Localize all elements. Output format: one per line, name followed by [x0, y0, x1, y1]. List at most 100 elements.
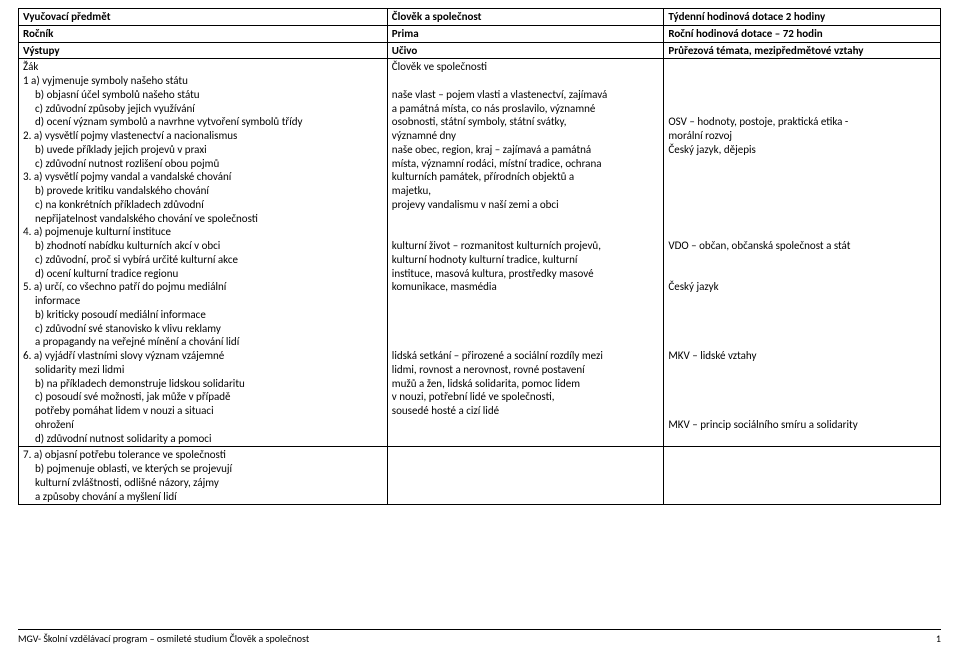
hdr-outcomes: Výstupy — [19, 42, 388, 59]
hdr-cross: Průřezová témata, mezipředmětové vztahy — [664, 42, 941, 59]
text-line: c) zdůvodní způsoby jejich využívání — [23, 102, 383, 116]
hdr-yearly: Roční hodinová dotace – 72 hodin — [664, 25, 941, 42]
text-line: c) posoudí své možnosti, jak může v příp… — [23, 390, 383, 404]
content-cell-2 — [387, 447, 664, 505]
hdr-weekly: Týdenní hodinová dotace 2 hodiny — [664, 9, 941, 26]
text-line — [392, 308, 660, 322]
text-line — [668, 88, 936, 102]
text-line: v nouzi, potřební lidé ve společnosti, — [392, 390, 660, 404]
text-line: 6. a) vyjádří vlastními slovy význam vzá… — [23, 349, 383, 363]
text-line — [392, 74, 660, 88]
text-line: a způsoby chování a myšlení lidí — [23, 490, 383, 504]
text-line: solidarity mezi lidmi — [23, 363, 383, 377]
header-row-2: Ročník Prima Roční hodinová dotace – 72 … — [19, 25, 941, 42]
text-line: kulturní hodnoty kulturní tradice, kultu… — [392, 253, 660, 267]
text-line: naše vlast – pojem vlasti a vlastenectví… — [392, 88, 660, 102]
text-line — [668, 170, 936, 184]
text-line: komunikace, masmédia — [392, 280, 660, 294]
text-line — [668, 74, 936, 88]
text-line — [668, 294, 936, 308]
text-line — [668, 267, 936, 281]
text-line: a propagandy na veřejné mínění a chování… — [23, 335, 383, 349]
text-line: b) provede kritiku vandalského chování — [23, 184, 383, 198]
text-line: d) ocení kulturní tradice regionu — [23, 267, 383, 281]
text-line: VDO – občan, občanská společnost a stát — [668, 239, 936, 253]
text-line — [668, 377, 936, 391]
text-line — [668, 157, 936, 171]
text-line — [392, 225, 660, 239]
text-line: d) ocení význam symbolů a navrhne vytvoř… — [23, 115, 383, 129]
text-line: sousedé hosté a cizí lidé — [392, 404, 660, 418]
hdr-subject-label: Vyučovací předmět — [19, 9, 388, 26]
text-line — [668, 390, 936, 404]
page: Vyučovací předmět Člověk a společnost Tý… — [0, 0, 959, 505]
text-line: mužů a žen, lidská solidarita, pomoc lid… — [392, 377, 660, 391]
text-line: Žák — [23, 60, 383, 74]
text-line: osobnosti, státní symboly, státní svátky… — [392, 115, 660, 129]
text-line: významné dny — [392, 129, 660, 143]
text-line: majetku, — [392, 184, 660, 198]
text-line: potřeby pomáhat lidem v nouzi a situaci — [23, 404, 383, 418]
text-line: instituce, masová kultura, prostředky ma… — [392, 267, 660, 281]
text-line — [668, 322, 936, 336]
text-line — [668, 308, 936, 322]
text-line — [668, 198, 936, 212]
text-line: 7. a) objasní potřebu tolerance ve spole… — [23, 448, 383, 462]
text-line — [392, 294, 660, 308]
text-line: kulturní život – rozmanitost kulturních … — [392, 239, 660, 253]
text-line: b) objasní účel symbolů našeho státu — [23, 88, 383, 102]
text-line: Český jazyk — [668, 280, 936, 294]
text-line: b) kriticky posoudí mediální informace — [23, 308, 383, 322]
hdr-grade-value: Prima — [387, 25, 664, 42]
text-line: 3. a) vysvětlí pojmy vandal a vandalské … — [23, 170, 383, 184]
cross-cell-1: OSV – hodnoty, postoje, praktická etika … — [664, 59, 941, 447]
page-number: 1 — [936, 632, 941, 645]
text-line: morální rozvoj — [668, 129, 936, 143]
text-line: ohrožení — [23, 418, 383, 432]
text-line: a památná místa, co nás proslavilo, význ… — [392, 102, 660, 116]
hdr-grade-label: Ročník — [19, 25, 388, 42]
text-line: MKV – princip sociálního smíru a solidar… — [668, 418, 936, 432]
text-line — [392, 322, 660, 336]
cross-cell-2 — [664, 447, 941, 505]
text-line — [668, 102, 936, 116]
text-line: nepřijatelnost vandalského chování ve sp… — [23, 212, 383, 226]
text-line: lidmi, rovnost a nerovnost, rovné postav… — [392, 363, 660, 377]
page-footer: MGV- Školní vzdělávací program – osmilet… — [18, 629, 941, 645]
text-line: 5. a) určí, co všechno patří do pojmu me… — [23, 280, 383, 294]
text-line: 2. a) vysvětlí pojmy vlastenectví a naci… — [23, 129, 383, 143]
text-line: b) zhodnotí nabídku kulturních akcí v ob… — [23, 239, 383, 253]
header-row-3: Výstupy Učivo Průřezová témata, mezipřed… — [19, 42, 941, 59]
text-line — [668, 253, 936, 267]
text-line: b) na příkladech demonstruje lidskou sol… — [23, 377, 383, 391]
text-line: projevy vandalismu v naší zemi a obci — [392, 198, 660, 212]
text-line — [668, 404, 936, 418]
text-line: lidská setkání – přirozené a sociální ro… — [392, 349, 660, 363]
text-line: Český jazyk, dějepis — [668, 143, 936, 157]
text-line: kulturních památek, přírodních objektů a — [392, 170, 660, 184]
curriculum-table: Vyučovací předmět Člověk a společnost Tý… — [18, 8, 941, 505]
text-line — [392, 335, 660, 349]
text-line: kulturní zvláštnosti, odlišné názory, zá… — [23, 476, 383, 490]
body-row-1: Žák1 a) vyjmenuje symboly našeho státub)… — [19, 59, 941, 447]
text-line: informace — [23, 294, 383, 308]
text-line — [668, 212, 936, 226]
text-line: místa, významní rodáci, místní tradice, … — [392, 157, 660, 171]
text-line — [668, 184, 936, 198]
text-line: 1 a) vyjmenuje symboly našeho státu — [23, 74, 383, 88]
text-line: c) zdůvodní své stanovisko k vlivu rekla… — [23, 322, 383, 336]
text-line — [392, 212, 660, 226]
text-line: c) zdůvodní, proč si vybírá určité kultu… — [23, 253, 383, 267]
text-line: 4. a) pojmenuje kulturní instituce — [23, 225, 383, 239]
hdr-content: Učivo — [387, 42, 664, 59]
footer-text: MGV- Školní vzdělávací program – osmilet… — [18, 632, 309, 645]
outcomes-cell-1: Žák1 a) vyjmenuje symboly našeho státub)… — [19, 59, 388, 447]
body-row-2: 7. a) objasní potřebu tolerance ve spole… — [19, 447, 941, 505]
text-line: b) uvede příklady jejich projevů v praxi — [23, 143, 383, 157]
text-line — [668, 363, 936, 377]
text-line: d) zdůvodní nutnost solidarity a pomoci — [23, 432, 383, 446]
content-cell-1: Člověk ve společnosti naše vlast – pojem… — [387, 59, 664, 447]
text-line: c) zdůvodní nutnost rozlišení obou pojmů — [23, 157, 383, 171]
text-line — [668, 60, 936, 74]
text-line: c) na konkrétních příkladech zdůvodní — [23, 198, 383, 212]
